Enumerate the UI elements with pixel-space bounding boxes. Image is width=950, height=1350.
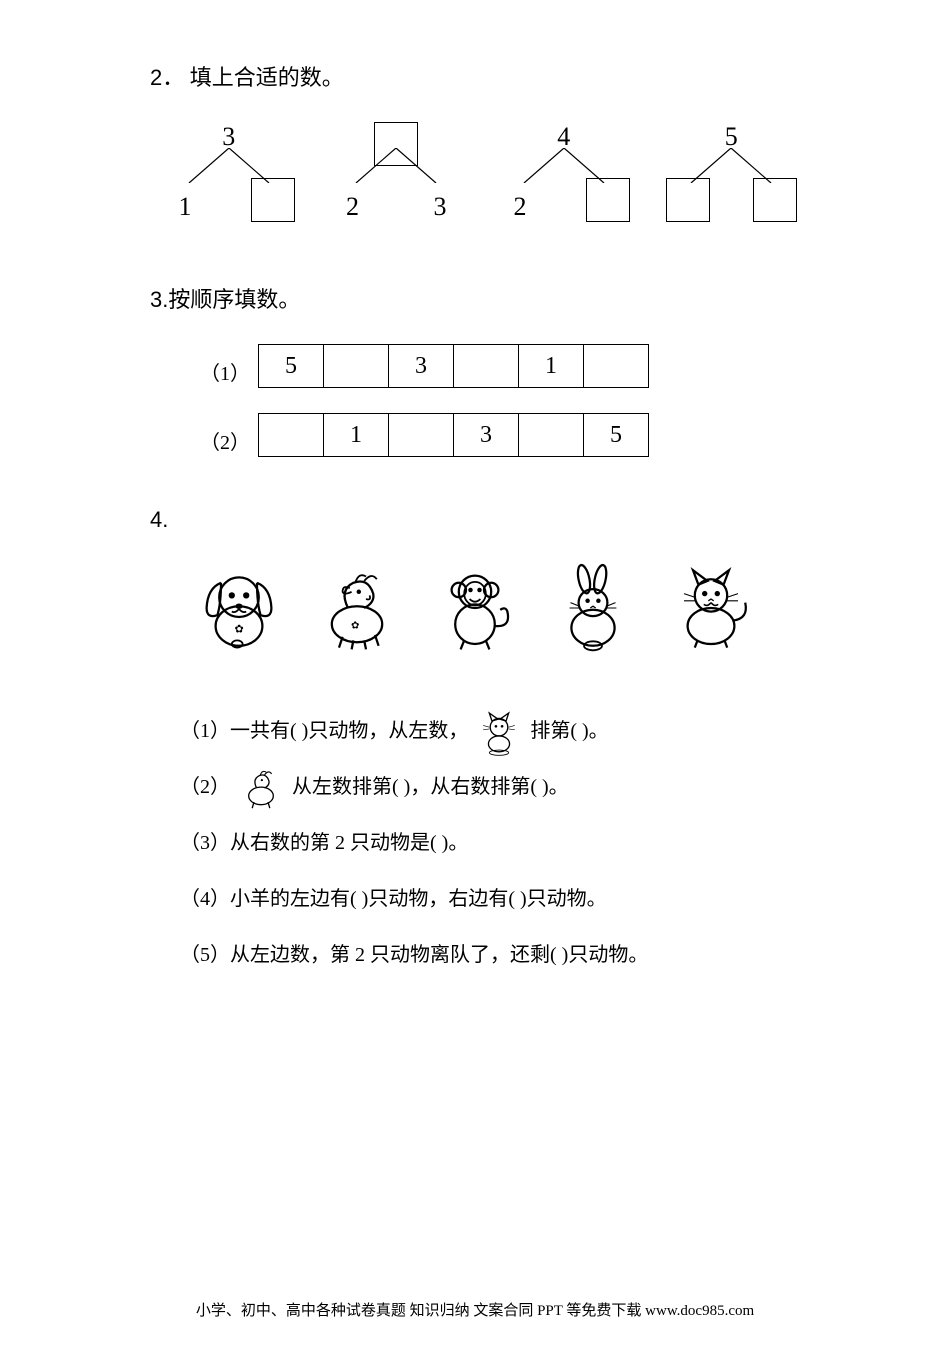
seq-row-label: （1） xyxy=(200,357,250,386)
q4-sub-questions: （1）一共有( )只动物，从左数， 排第( )。 （2） xyxy=(180,703,800,983)
answer-box[interactable] xyxy=(586,178,630,222)
dog-icon: ✿ xyxy=(194,563,284,653)
sub-label: （1） xyxy=(180,720,230,742)
seq-row-2: （2） 1 3 5 xyxy=(200,413,800,457)
seq-row-label: （2） xyxy=(200,426,250,455)
goat-icon: ✿ xyxy=(312,563,402,653)
seq-cell[interactable] xyxy=(519,414,584,457)
cat-icon xyxy=(666,563,756,653)
seq-cell[interactable] xyxy=(454,345,519,388)
sub-label: （4） xyxy=(180,888,230,910)
q3-title: 3.按顺序填数。 xyxy=(150,282,800,314)
q2-bonds-row: 3 1 2 3 4 2 5 xyxy=(160,122,800,222)
number-bond: 5 xyxy=(663,122,801,222)
monkey-icon xyxy=(430,563,520,653)
seq-cell[interactable] xyxy=(389,414,454,457)
sub-label: （2） xyxy=(180,776,230,798)
seq-cell[interactable] xyxy=(584,345,649,388)
q2-text: 填上合适的数。 xyxy=(190,65,344,90)
q4-sub-2: （2） 从左数排第( )，从右数排第( )。 xyxy=(180,759,800,815)
seq-cell[interactable] xyxy=(324,345,389,388)
bond-lines-icon xyxy=(346,148,446,183)
q4-animals-row: ✿ ✿ xyxy=(180,563,770,653)
bond-left: 2 xyxy=(328,192,378,222)
q3-text: 按顺序填数。 xyxy=(168,287,300,312)
bond-left: 1 xyxy=(160,192,210,222)
worksheet-page: 2． 填上合适的数。 3 1 2 3 4 2 5 xyxy=(0,0,950,1350)
q3-number: 3. xyxy=(150,287,168,312)
seq-cell[interactable]: 3 xyxy=(454,414,519,457)
bond-right-box xyxy=(248,178,298,222)
seq-cell[interactable]: 1 xyxy=(519,345,584,388)
sub-label: （5） xyxy=(180,944,230,966)
q3-sequences: （1） 5 3 1 （2） 1 3 5 xyxy=(200,344,800,457)
seq-table: 1 3 5 xyxy=(258,413,649,457)
rabbit-icon xyxy=(548,563,638,653)
number-bond: 3 1 xyxy=(160,122,298,222)
bond-left: 2 xyxy=(495,192,545,222)
sub-label: （3） xyxy=(180,832,230,854)
number-bond: 4 2 xyxy=(495,122,633,222)
sub-text: 小羊的左边有( )只动物，右边有( )只动物。 xyxy=(230,888,607,910)
bond-right: 3 xyxy=(415,192,465,222)
sub-text: 从右数的第 2 只动物是( )。 xyxy=(230,832,468,854)
sub-text: 排第( )。 xyxy=(530,720,608,742)
q4-sub-3: （3）从右数的第 2 只动物是( )。 xyxy=(180,815,800,871)
goat-icon xyxy=(239,763,283,813)
sub-text: 从左数排第( )，从右数排第( )。 xyxy=(292,776,569,798)
seq-cell[interactable]: 5 xyxy=(584,414,649,457)
bond-right-box xyxy=(750,178,800,222)
svg-text:✿: ✿ xyxy=(234,623,243,635)
page-footer: 小学、初中、高中各种试卷真题 知识归纳 文案合同 PPT 等免费下载 www.d… xyxy=(0,1299,950,1320)
bond-right-box xyxy=(583,178,633,222)
seq-cell[interactable]: 3 xyxy=(389,345,454,388)
q4-sub-1: （1）一共有( )只动物，从左数， 排第( )。 xyxy=(180,703,800,759)
q4-number: 4. xyxy=(150,507,168,532)
q4-title: 4. xyxy=(150,507,800,533)
svg-text:✿: ✿ xyxy=(351,621,359,632)
seq-cell[interactable]: 5 xyxy=(259,345,324,388)
bond-left-box xyxy=(663,178,713,222)
answer-box[interactable] xyxy=(753,178,797,222)
seq-cell[interactable]: 1 xyxy=(324,414,389,457)
answer-box[interactable] xyxy=(251,178,295,222)
answer-box[interactable] xyxy=(666,178,710,222)
q2-title: 2． 填上合适的数。 xyxy=(150,60,800,92)
seq-table: 5 3 1 xyxy=(258,344,649,388)
seq-cell[interactable] xyxy=(259,414,324,457)
sub-text: 一共有( )只动物，从左数， xyxy=(230,720,468,742)
cat-icon xyxy=(477,707,521,757)
q4-sub-4: （4）小羊的左边有( )只动物，右边有( )只动物。 xyxy=(180,871,800,927)
number-bond: 2 3 xyxy=(328,122,466,222)
q4-sub-5: （5）从左边数，第 2 只动物离队了，还剩( )只动物。 xyxy=(180,927,800,983)
seq-row-1: （1） 5 3 1 xyxy=(200,344,800,388)
q2-number: 2． xyxy=(150,65,184,90)
sub-text: 从左边数，第 2 只动物离队了，还剩( )只动物。 xyxy=(230,944,648,966)
